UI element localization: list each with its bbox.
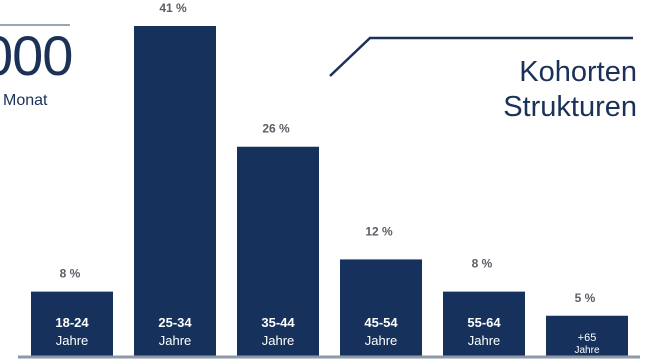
value-label: 5 % (575, 291, 596, 305)
category-label: 55-64 (467, 315, 501, 330)
heading-line-2: Strukturen (503, 91, 637, 123)
heading-line-1: Kohorten (519, 56, 637, 88)
category-sublabel: Jahre (365, 333, 398, 348)
category-label: 35-44 (261, 315, 295, 330)
accent-line (329, 36, 633, 77)
category-sublabel: Jahre (56, 333, 89, 348)
category-label: 45-54 (364, 315, 398, 330)
bar-25-34 (134, 26, 216, 356)
value-label: 26 % (262, 122, 290, 136)
category-sublabel: Jahre (574, 345, 599, 356)
category-sublabel: Jahre (468, 333, 501, 348)
bar-35-44 (237, 146, 319, 356)
bar-45-54 (340, 259, 422, 356)
top-divider (0, 24, 70, 26)
value-label: 8 % (472, 257, 493, 271)
big-number: 000 (0, 24, 73, 87)
value-label: 41 % (159, 1, 187, 15)
bar-55-64 (443, 291, 525, 356)
category-label: +65 (578, 332, 597, 344)
category-label: 18-24 (55, 315, 89, 330)
bar-18-24 (31, 291, 113, 356)
bar-+65 (546, 315, 628, 356)
category-sublabel: Jahre (159, 333, 192, 348)
category-label: 25-34 (158, 315, 192, 330)
value-label: 8 % (60, 267, 81, 281)
category-sublabel: Jahre (262, 333, 295, 348)
chart-heading: Kohorten Strukturen (477, 55, 637, 125)
per-month-label: Monat (3, 92, 48, 109)
value-label: 12 % (365, 224, 393, 238)
